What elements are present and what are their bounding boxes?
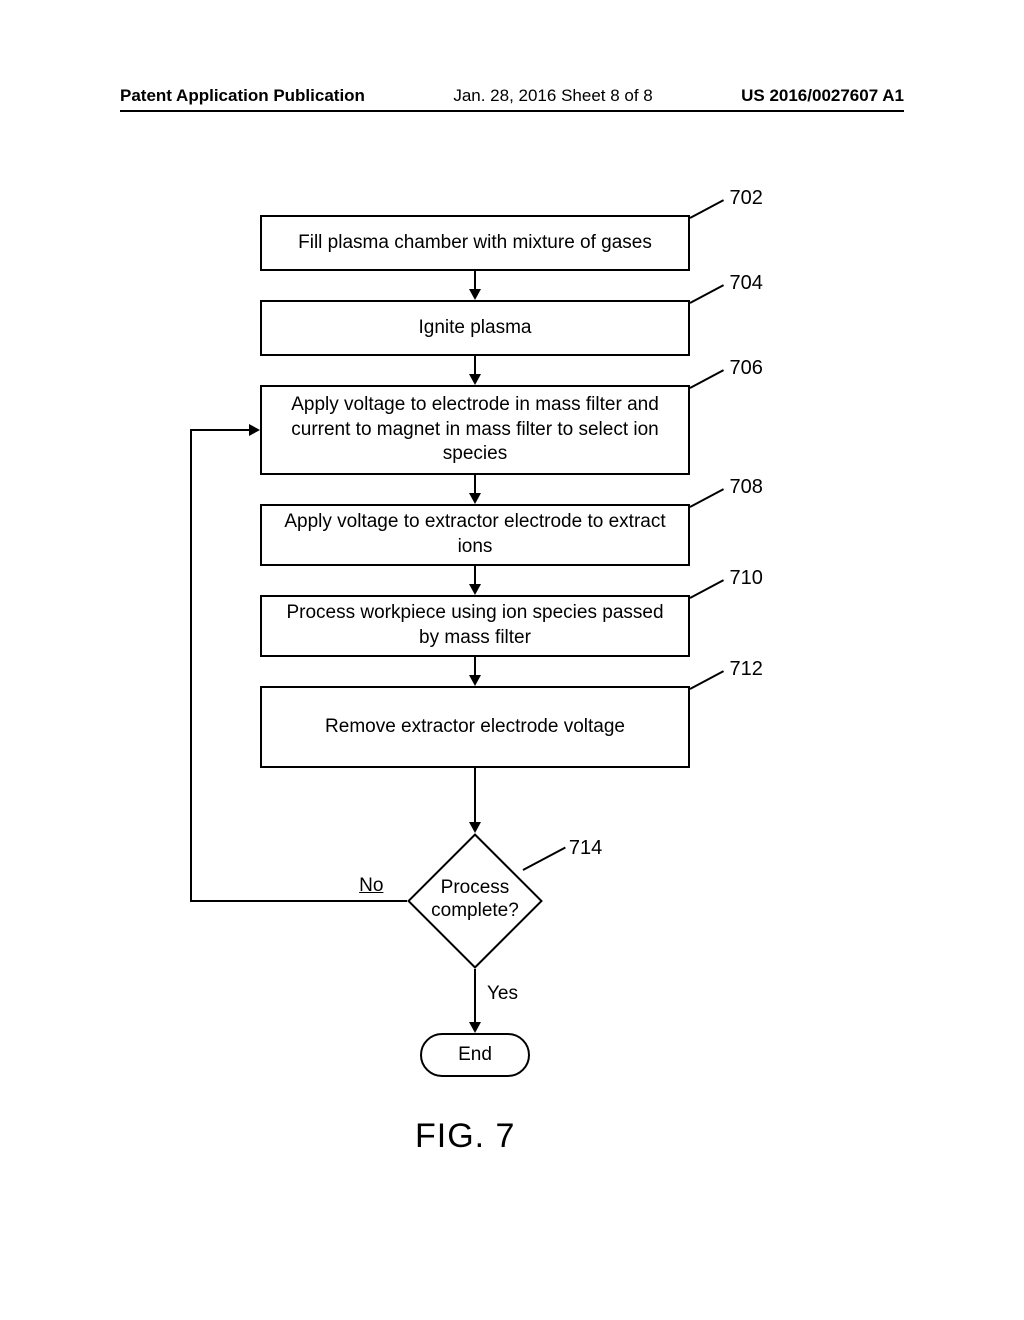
figure-label: FIG. 7 <box>415 1117 515 1156</box>
yes-line <box>474 969 476 1023</box>
arrowhead-to-decision <box>469 822 481 833</box>
leader-712 <box>690 670 724 690</box>
arrow-708-710 <box>474 566 476 585</box>
header-publication: Patent Application Publication <box>120 86 365 106</box>
leader-714 <box>522 846 565 870</box>
no-v <box>190 430 192 901</box>
arrowhead-704-706 <box>469 374 481 385</box>
step-710: Process workpiece using ion species pass… <box>260 595 690 657</box>
refnum-712: 712 <box>730 658 763 681</box>
refnum-708: 708 <box>730 476 763 499</box>
arrowhead-706-708 <box>469 493 481 504</box>
refnum-706: 706 <box>730 357 763 380</box>
step-706: Apply voltage to electrode in mass filte… <box>260 385 690 475</box>
leader-710 <box>690 579 724 599</box>
yes-arrowhead <box>469 1022 481 1033</box>
leader-706 <box>690 369 724 389</box>
arrow-710-712 <box>474 657 476 676</box>
header-docnum: US 2016/0027607 A1 <box>741 86 904 106</box>
step-702: Fill plasma chamber with mixture of gase… <box>260 215 690 271</box>
step-712: Remove extractor electrode voltage <box>260 686 690 768</box>
end-terminator: End <box>420 1033 530 1077</box>
no-arrowhead <box>249 424 260 436</box>
header-rule <box>120 110 904 112</box>
refnum-702: 702 <box>730 187 763 210</box>
step-704: Ignite plasma <box>260 300 690 356</box>
arrow-to-decision <box>474 768 476 823</box>
arrowhead-710-712 <box>469 675 481 686</box>
no-h1 <box>190 900 407 902</box>
arrow-702-704 <box>474 271 476 290</box>
leader-704 <box>690 284 724 304</box>
decision-text: Processcomplete? <box>405 877 545 923</box>
refnum-704: 704 <box>730 272 763 295</box>
no-h2 <box>190 429 250 431</box>
leader-708 <box>690 488 724 508</box>
decision-yes-label: Yes <box>487 983 518 1005</box>
arrowhead-708-710 <box>469 584 481 595</box>
step-708: Apply voltage to extractor electrode to … <box>260 504 690 566</box>
decision-no-label: No <box>359 875 383 897</box>
arrow-706-708 <box>474 475 476 494</box>
arrowhead-702-704 <box>469 289 481 300</box>
refnum-714: 714 <box>569 837 602 860</box>
leader-702 <box>690 199 724 219</box>
header-date: Jan. 28, 2016 Sheet 8 of 8 <box>453 86 652 106</box>
arrow-704-706 <box>474 356 476 375</box>
refnum-710: 710 <box>730 567 763 590</box>
